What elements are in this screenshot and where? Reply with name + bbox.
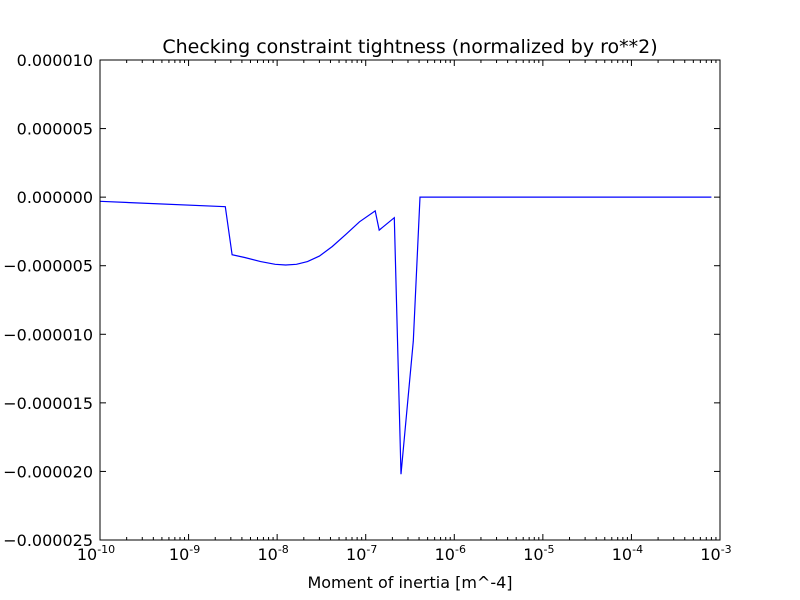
- x-tick-label-base: 10: [169, 545, 189, 564]
- x-tick-label: 10-7: [346, 543, 377, 564]
- x-tick-label-base: 10: [523, 545, 543, 564]
- y-tick-label: 0.000000: [17, 188, 93, 207]
- x-tick-label-base: 10: [435, 545, 455, 564]
- y-tick-label: −0.000005: [3, 257, 93, 276]
- y-tick-label: 0.000005: [17, 120, 93, 139]
- x-tick-label: 10-4: [612, 543, 643, 564]
- y-axis-ticks: 0.000010 0.000005 0.000000 −0.000005 −0.0000…: [3, 51, 720, 550]
- x-tick-label-exponent: -5: [544, 543, 555, 556]
- x-axis-label: Moment of inertia [m^-4]: [307, 573, 512, 592]
- x-tick-label-exponent: -9: [189, 543, 200, 556]
- x-tick-label-base: 10: [346, 545, 366, 564]
- y-tick-label: −0.000020: [3, 462, 93, 481]
- x-tick-label-exponent: -4: [632, 543, 643, 556]
- x-tick-label-exponent: -10: [97, 543, 115, 556]
- x-tick-label-base: 10: [700, 545, 720, 564]
- x-tick-label: 10-8: [257, 543, 288, 564]
- x-tick-label-exponent: -3: [721, 543, 732, 556]
- x-tick-label-exponent: -8: [278, 543, 289, 556]
- y-tick-label: −0.000010: [3, 325, 93, 344]
- x-tick-label-exponent: -7: [366, 543, 377, 556]
- x-tick-label: 10-9: [169, 543, 200, 564]
- x-tick-label-base: 10: [612, 545, 632, 564]
- x-tick-label-exponent: -6: [455, 543, 466, 556]
- x-tick-label: 10-10: [77, 543, 115, 564]
- y-tick-label: −0.000025: [3, 531, 93, 550]
- series-line: [99, 196, 712, 475]
- x-tick-label-base: 10: [77, 545, 97, 564]
- y-tick-label: 0.000010: [17, 51, 93, 70]
- y-tick-label: −0.000015: [3, 394, 93, 413]
- plot-frame: [99, 59, 721, 541]
- x-tick-label: 10-3: [700, 543, 731, 564]
- chart-title: Checking constraint tightness (normalize…: [162, 36, 657, 58]
- x-tick-label: 10-5: [523, 543, 554, 564]
- x-tick-label: 10-6: [435, 543, 466, 564]
- x-tick-label-base: 10: [257, 545, 277, 564]
